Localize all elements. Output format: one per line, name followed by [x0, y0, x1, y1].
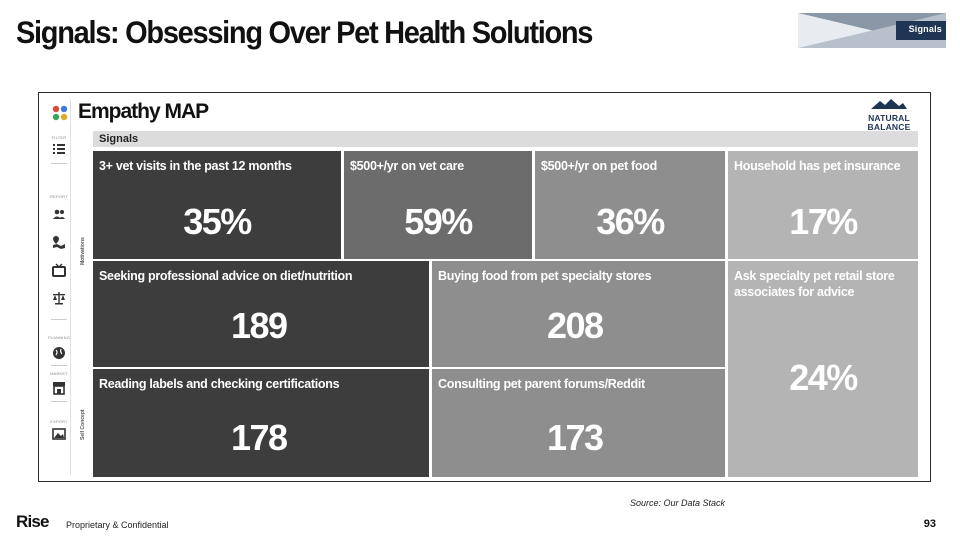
- tile-label: Consulting pet parent forums/Reddit: [438, 377, 645, 391]
- rail-section-filter: FILTER: [51, 135, 67, 140]
- row-label-motivations: Motivations: [80, 237, 86, 265]
- signal-tile-vet-care-spend[interactable]: $500+/yr on vet care 59%: [344, 151, 532, 259]
- tile-value: 59%: [404, 201, 473, 242]
- tile-label: Seeking professional advice on diet/nutr…: [99, 269, 353, 283]
- scale-icon[interactable]: [52, 291, 66, 305]
- image-icon[interactable]: [52, 427, 66, 441]
- tile-value: 17%: [789, 201, 858, 242]
- tile-value: 35%: [183, 201, 252, 242]
- brand-tag-label: Signals: [908, 24, 942, 34]
- tile-label: Reading labels and checking certificatio…: [99, 377, 340, 391]
- signal-tile-pet-insurance[interactable]: Household has pet insurance 17%: [728, 151, 918, 259]
- partner-logo-line2: BALANCE: [867, 122, 911, 132]
- rail-divider: [51, 163, 67, 164]
- tile-label: Household has pet insurance: [734, 159, 901, 173]
- storefront-icon[interactable]: [52, 381, 66, 395]
- tile-label: Ask specialty pet retail store associate…: [734, 269, 895, 299]
- signals-brand-tag: Signals: [798, 13, 946, 48]
- rail-divider: [51, 401, 67, 402]
- page-number: 93: [923, 518, 936, 530]
- rail-section-planning: PLANNING: [47, 335, 71, 340]
- tile-value: 178: [231, 417, 288, 458]
- signal-tile-specialty-stores[interactable]: Buying food from pet specialty stores 20…: [432, 261, 725, 367]
- rail-section-export: EXPORT: [50, 419, 68, 424]
- tile-value: 24%: [789, 357, 858, 398]
- mountain-icon: [871, 99, 907, 109]
- tv-icon[interactable]: [52, 263, 66, 277]
- tile-value: 173: [547, 417, 604, 458]
- side-rail: FILTER REPORT PLANNING MARKET EXPORT: [47, 99, 71, 475]
- tile-value: 189: [231, 305, 288, 346]
- signal-tile-forums[interactable]: Consulting pet parent forums/Reddit 173: [432, 369, 725, 477]
- tile-value: 36%: [596, 201, 665, 242]
- tile-value: 208: [547, 305, 604, 346]
- rail-divider: [51, 365, 67, 366]
- signal-tile-reading-labels[interactable]: Reading labels and checking certificatio…: [93, 369, 429, 477]
- row-label-self-concept: Self Concept: [80, 409, 86, 440]
- source-note: Source: Our Data Stack: [630, 498, 726, 508]
- rail-section-report: REPORT: [50, 194, 68, 199]
- globe-icon[interactable]: [52, 346, 66, 360]
- signals-section-header: Signals: [93, 131, 918, 147]
- users-icon[interactable]: [52, 207, 66, 221]
- tile-label: 3+ vet visits in the past 12 months: [99, 159, 292, 173]
- signal-tile-store-associates[interactable]: Ask specialty pet retail store associate…: [728, 261, 918, 477]
- brand-tag-graphic: [798, 13, 946, 48]
- confidential-notice: Proprietary & Confidential: [66, 520, 169, 530]
- rail-section-market: MARKET: [50, 371, 68, 376]
- map-pin-icon[interactable]: [52, 235, 66, 249]
- signal-tile-vet-visits[interactable]: 3+ vet visits in the past 12 months 35%: [93, 151, 341, 259]
- empathy-map-title: Empathy MAP: [78, 100, 209, 123]
- slide-title: Signals: Obsessing Over Pet Health Solut…: [16, 16, 593, 51]
- tile-label: $500+/yr on vet care: [350, 159, 464, 173]
- tile-label: Buying food from pet specialty stores: [438, 269, 652, 283]
- rail-divider: [51, 319, 67, 320]
- footer-brand-logo: Rise: [16, 512, 50, 531]
- tile-label: $500+/yr on pet food: [541, 159, 657, 173]
- filter-list-icon[interactable]: [52, 142, 66, 156]
- signal-tile-professional-advice[interactable]: Seeking professional advice on diet/nutr…: [93, 261, 429, 367]
- signal-tile-pet-food-spend[interactable]: $500+/yr on pet food 36%: [535, 151, 725, 259]
- natural-balance-logo: NATURAL BALANCE: [862, 96, 916, 132]
- partner-logo-line1: NATURAL: [868, 113, 910, 123]
- app-logo-icon: [52, 105, 68, 126]
